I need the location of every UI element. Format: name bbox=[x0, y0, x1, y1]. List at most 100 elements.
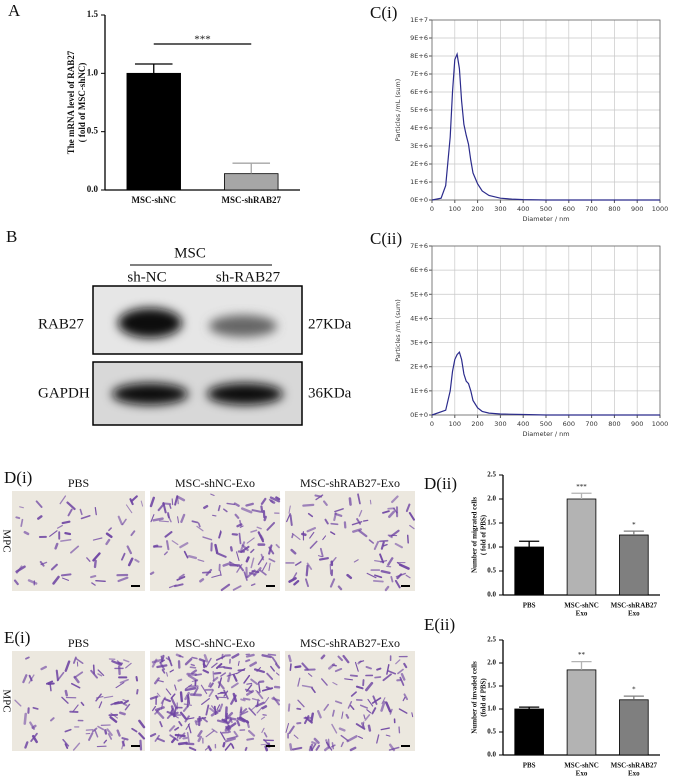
cell bbox=[248, 707, 257, 716]
cell bbox=[179, 691, 184, 703]
x-tick-label: MSC-shRAB27 bbox=[611, 602, 658, 610]
cell bbox=[380, 727, 390, 731]
cell bbox=[290, 548, 297, 555]
cell bbox=[394, 542, 403, 549]
cell bbox=[288, 505, 291, 514]
cell bbox=[39, 560, 45, 567]
y-tick-label: 0E+0 bbox=[410, 196, 428, 204]
cell bbox=[163, 697, 172, 703]
cell bbox=[239, 525, 244, 528]
cell bbox=[342, 654, 350, 664]
cell bbox=[105, 532, 113, 539]
panel-label: C(ii) bbox=[370, 229, 402, 248]
y-tick-label: 6E+6 bbox=[410, 266, 428, 274]
cell bbox=[183, 703, 193, 706]
cell bbox=[382, 673, 392, 682]
cell bbox=[263, 515, 267, 522]
cell bbox=[317, 555, 323, 558]
cell bbox=[188, 746, 197, 752]
cell bbox=[340, 741, 344, 748]
cell bbox=[379, 539, 389, 543]
cell bbox=[122, 699, 128, 702]
line bbox=[431, 52, 660, 201]
cell bbox=[371, 697, 382, 704]
cell bbox=[374, 574, 383, 579]
cell bbox=[64, 531, 72, 536]
cell bbox=[32, 706, 39, 710]
cell bbox=[214, 543, 219, 554]
cell bbox=[246, 720, 250, 729]
cell bbox=[135, 676, 139, 682]
cell bbox=[386, 664, 390, 675]
cell bbox=[150, 514, 155, 523]
cell bbox=[259, 534, 265, 541]
cell bbox=[250, 678, 259, 686]
cell bbox=[276, 672, 280, 676]
cell bbox=[351, 521, 363, 526]
cell bbox=[275, 543, 280, 549]
y-axis-label: (fold of PBS) bbox=[480, 678, 488, 717]
cell bbox=[138, 732, 146, 740]
cell bbox=[157, 679, 164, 683]
cell bbox=[331, 723, 338, 734]
cell bbox=[205, 704, 210, 716]
cell bbox=[409, 524, 415, 530]
x-tick-label: 200 bbox=[471, 205, 483, 213]
panel-label: D(ii) bbox=[424, 474, 457, 493]
cell bbox=[211, 705, 219, 715]
protein-label: RAB27 bbox=[38, 316, 84, 332]
cell bbox=[170, 697, 178, 709]
cell bbox=[205, 730, 215, 738]
cell bbox=[191, 679, 199, 683]
x-tick-label: 600 bbox=[563, 205, 575, 213]
cell bbox=[322, 535, 327, 541]
cell bbox=[397, 668, 404, 675]
cell bbox=[124, 703, 131, 711]
column-label: MSC-shNC-Exo bbox=[175, 476, 255, 490]
cell bbox=[380, 570, 391, 575]
cell bbox=[149, 571, 155, 575]
y-tick-label: 7E+6 bbox=[410, 242, 428, 250]
cell bbox=[358, 529, 368, 538]
cell bbox=[293, 580, 300, 586]
cell bbox=[261, 727, 265, 734]
cell bbox=[357, 660, 362, 665]
cell bbox=[191, 669, 198, 675]
cell bbox=[218, 703, 224, 713]
column-label: MSC-shRAB27-Exo bbox=[300, 476, 400, 490]
cell bbox=[373, 540, 380, 551]
x-tick-label: MSC-shRAB27 bbox=[611, 762, 658, 770]
cell bbox=[306, 562, 313, 570]
cell bbox=[311, 687, 316, 694]
cell bbox=[60, 573, 72, 577]
cell bbox=[288, 725, 295, 734]
cell bbox=[176, 733, 180, 739]
cell bbox=[256, 691, 264, 700]
cell bbox=[171, 540, 179, 546]
cell bbox=[209, 707, 217, 715]
cell bbox=[246, 682, 253, 685]
cell bbox=[269, 496, 281, 503]
cell bbox=[88, 732, 94, 741]
y-tick-label: 2.0 bbox=[487, 659, 496, 667]
cell bbox=[239, 710, 249, 716]
cell bbox=[98, 701, 103, 709]
x-tick-label: 1000 bbox=[652, 420, 669, 428]
cell bbox=[293, 734, 299, 739]
cell bbox=[212, 670, 215, 682]
cell bbox=[120, 552, 126, 561]
cell bbox=[157, 503, 165, 512]
cell bbox=[244, 688, 253, 693]
cell bbox=[395, 659, 401, 665]
cell bbox=[170, 693, 176, 699]
cell bbox=[218, 531, 222, 539]
significance: *** bbox=[194, 34, 211, 46]
x-tick-label: 800 bbox=[608, 205, 620, 213]
cell bbox=[59, 495, 67, 505]
y-tick-label: 3E+6 bbox=[410, 339, 428, 347]
cell bbox=[367, 698, 374, 707]
y-tick-label: 0E+0 bbox=[410, 411, 428, 419]
cell bbox=[166, 540, 170, 551]
significance: * bbox=[632, 686, 636, 694]
error-bar bbox=[623, 695, 644, 700]
